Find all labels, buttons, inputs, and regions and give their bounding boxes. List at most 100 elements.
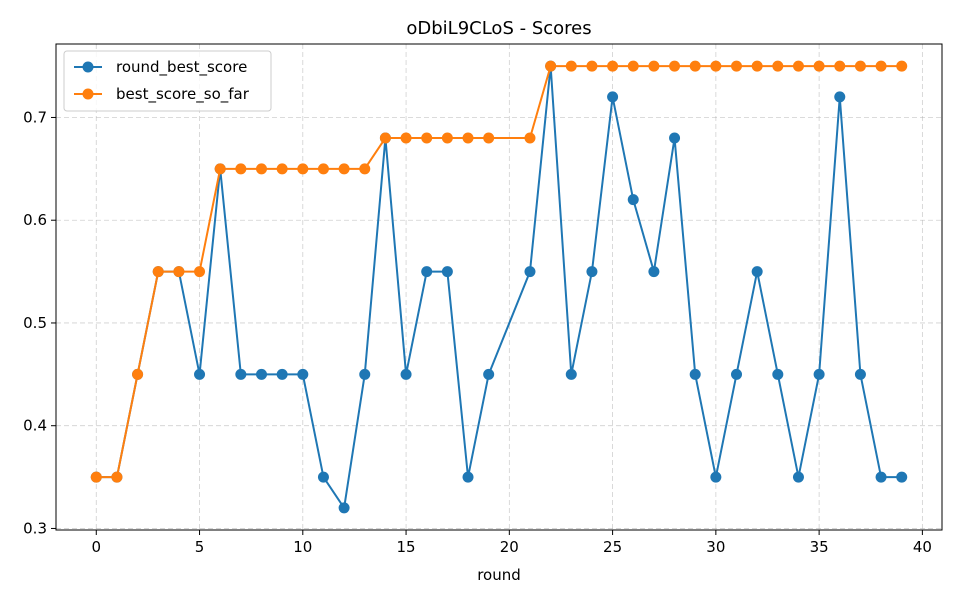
data-point <box>400 368 412 380</box>
data-point <box>297 163 309 175</box>
data-point <box>607 91 619 103</box>
data-point <box>689 368 701 380</box>
legend: round_best_score best_score_so_far <box>63 50 272 112</box>
data-point <box>772 60 784 72</box>
data-point <box>235 368 247 380</box>
data-point <box>524 132 536 144</box>
data-point <box>276 368 288 380</box>
legend-frame <box>63 50 272 112</box>
data-point <box>834 60 846 72</box>
legend-label: round_best_score <box>116 58 247 77</box>
data-point <box>854 60 866 72</box>
series-line <box>96 65 902 479</box>
data-point <box>194 266 206 278</box>
x-tick-label: 30 <box>706 538 725 556</box>
data-point <box>483 132 495 144</box>
legend-marker <box>82 88 94 100</box>
data-point <box>421 266 433 278</box>
chart-title: oDbiL9CLoS - Scores <box>406 18 591 39</box>
data-point <box>400 132 412 144</box>
x-tick-label: 25 <box>603 538 622 556</box>
data-point <box>648 266 660 278</box>
legend-marker <box>82 61 94 73</box>
data-point <box>813 368 825 380</box>
x-tick-label: 40 <box>913 538 932 556</box>
data-point <box>896 60 908 72</box>
axis-ticks: 0 5 10 15 20 25 30 35 40 0.3 0.4 0.5 0.6 0.7 <box>23 108 932 556</box>
y-tick-label: 0.3 <box>23 519 47 537</box>
data-point <box>751 266 763 278</box>
series-line <box>96 65 902 509</box>
data-point <box>669 132 681 144</box>
data-point <box>586 266 598 278</box>
data-point <box>441 132 453 144</box>
data-point <box>317 163 329 175</box>
plot-area-frame <box>55 43 943 531</box>
data-point <box>792 60 804 72</box>
data-point <box>792 471 804 483</box>
y-tick-label: 0.4 <box>23 417 47 435</box>
data-point <box>379 132 391 144</box>
data-point <box>338 163 350 175</box>
data-point <box>421 132 433 144</box>
x-tick-label: 15 <box>397 538 416 556</box>
y-tick-label: 0.5 <box>23 314 47 332</box>
y-tick-label: 0.6 <box>23 211 47 229</box>
data-point <box>731 60 743 72</box>
data-point <box>875 471 887 483</box>
data-point <box>359 163 371 175</box>
data-point <box>875 60 887 72</box>
x-tick-label: 35 <box>810 538 829 556</box>
data-point <box>173 266 185 278</box>
data-point <box>854 368 866 380</box>
data-point <box>90 471 102 483</box>
data-point <box>214 163 226 175</box>
data-point <box>896 471 908 483</box>
data-point <box>462 471 474 483</box>
series-best-score-so-far <box>90 60 908 483</box>
data-point <box>669 60 681 72</box>
x-axis-label: round <box>477 566 521 584</box>
data-point <box>297 368 309 380</box>
x-tick-label: 0 <box>91 538 101 556</box>
data-point <box>731 368 743 380</box>
data-point <box>255 163 267 175</box>
data-point <box>710 60 722 72</box>
data-point <box>462 132 474 144</box>
data-point <box>813 60 825 72</box>
data-point <box>524 266 536 278</box>
data-point <box>317 471 329 483</box>
data-point <box>710 471 722 483</box>
data-point <box>648 60 660 72</box>
data-point <box>276 163 288 175</box>
data-series <box>90 60 908 514</box>
data-point <box>545 60 557 72</box>
data-point <box>255 368 267 380</box>
x-tick-label: 10 <box>293 538 312 556</box>
data-point <box>359 368 371 380</box>
y-tick-label: 0.7 <box>23 108 47 126</box>
data-point <box>586 60 598 72</box>
data-point <box>689 60 701 72</box>
data-point <box>338 502 350 514</box>
data-point <box>627 194 639 206</box>
data-point <box>235 163 247 175</box>
data-point <box>565 368 577 380</box>
data-point <box>751 60 763 72</box>
data-point <box>607 60 619 72</box>
data-point <box>772 368 784 380</box>
data-point <box>441 266 453 278</box>
data-point <box>483 368 495 380</box>
grid-lines <box>56 44 942 530</box>
data-point <box>194 368 206 380</box>
data-point <box>834 91 846 103</box>
series-round-best-score <box>90 60 908 514</box>
data-point <box>152 266 164 278</box>
data-point <box>132 368 144 380</box>
x-tick-label: 20 <box>500 538 519 556</box>
legend-label: best_score_so_far <box>116 85 250 104</box>
data-point <box>565 60 577 72</box>
x-tick-label: 5 <box>195 538 205 556</box>
